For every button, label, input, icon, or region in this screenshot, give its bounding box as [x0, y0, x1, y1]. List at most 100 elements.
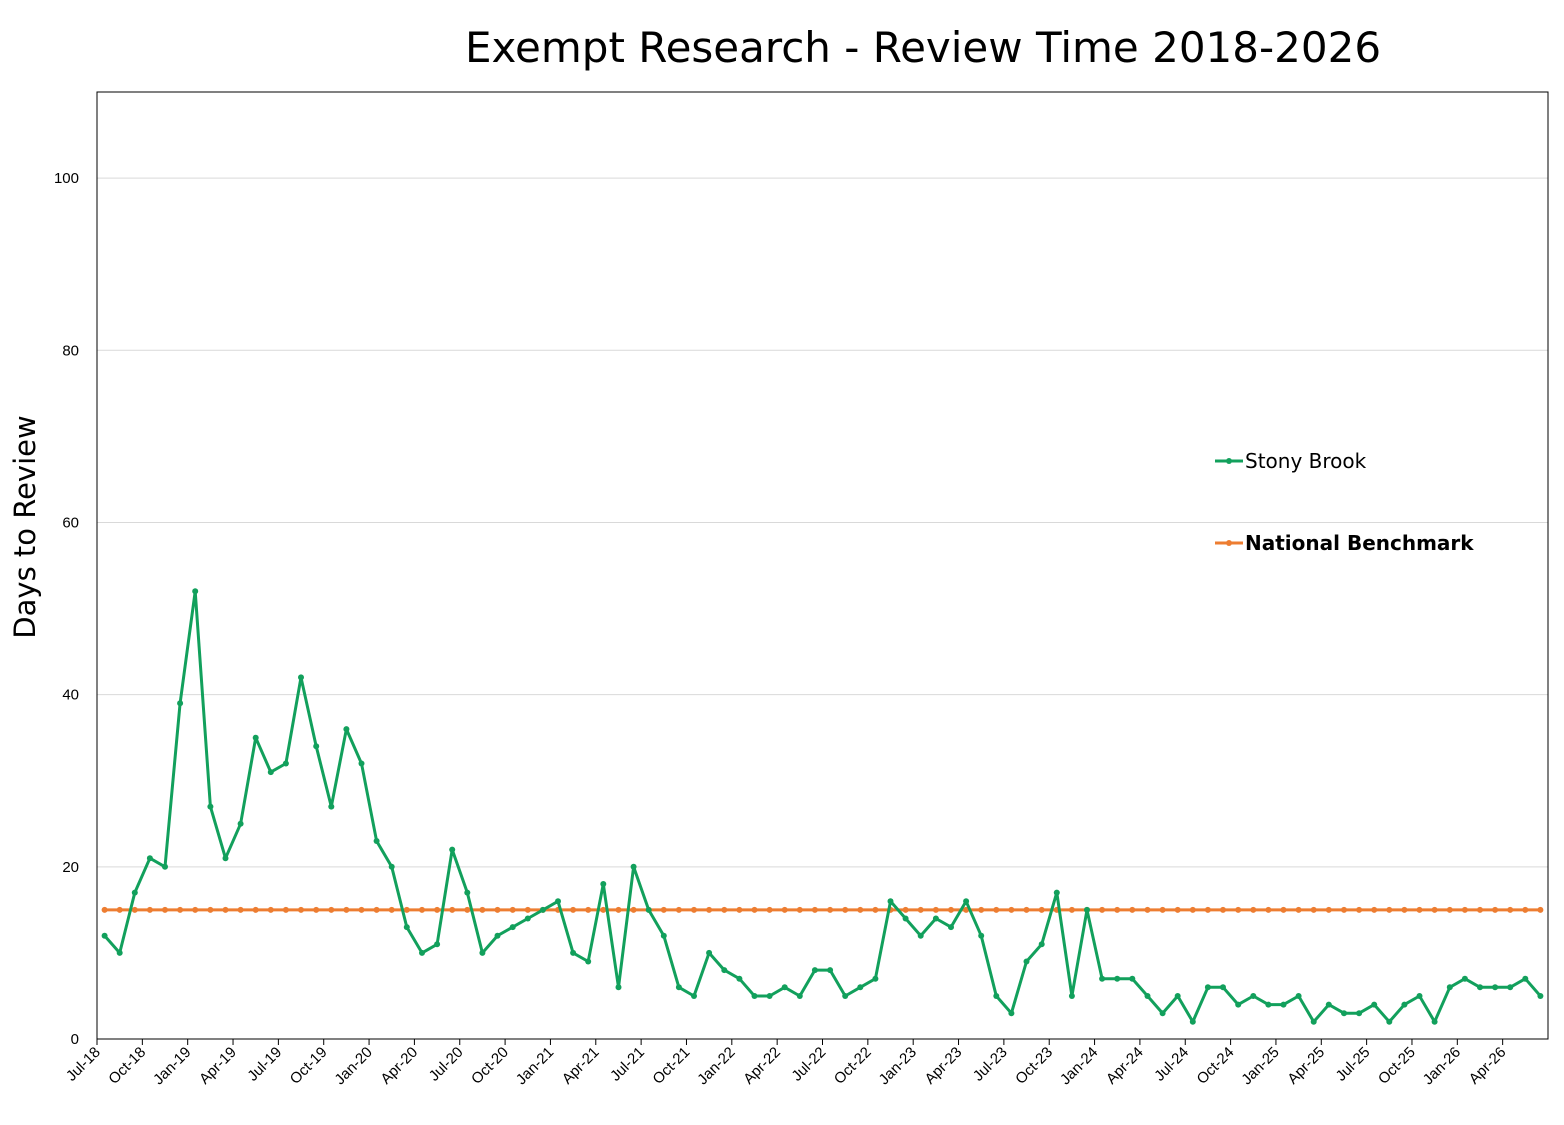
data-point-stony-brook	[207, 803, 214, 810]
data-point-national-benchmark	[479, 906, 486, 913]
data-point-national-benchmark	[403, 906, 410, 913]
data-point-national-benchmark	[328, 906, 335, 913]
data-point-stony-brook	[419, 949, 425, 956]
data-point-stony-brook	[162, 863, 168, 870]
data-point-national-benchmark	[177, 906, 184, 913]
data-point-national-benchmark	[978, 906, 985, 913]
data-point-stony-brook	[343, 726, 350, 733]
data-point-national-benchmark	[902, 906, 909, 913]
data-point-stony-brook	[1537, 993, 1544, 999]
y-axis-ticks: 0 20 40 60 80 100	[54, 170, 79, 1048]
data-point-national-benchmark	[434, 906, 441, 913]
legend: Stony Brook National Benchmark	[1215, 449, 1474, 555]
data-point-stony-brook	[1220, 984, 1226, 991]
x-tick-label: Jul-23	[970, 1044, 1011, 1085]
plot-area-border	[96, 91, 1549, 1040]
data-point-stony-brook	[872, 975, 879, 982]
data-point-stony-brook	[1053, 889, 1060, 896]
data-point-stony-brook	[116, 949, 123, 956]
data-point-stony-brook	[464, 889, 471, 896]
data-point-national-benchmark	[1114, 906, 1121, 913]
legend-label-national-benchmark: National Benchmark	[1245, 531, 1474, 555]
series	[101, 588, 1544, 1025]
x-tick-label: Jul-25	[1333, 1044, 1374, 1085]
x-tick-label: Jul-22	[788, 1044, 829, 1085]
data-point-stony-brook	[1144, 993, 1151, 999]
data-point-stony-brook	[131, 889, 138, 896]
data-point-stony-brook	[1492, 984, 1499, 991]
data-point-stony-brook	[177, 700, 184, 707]
data-point-stony-brook	[1356, 1010, 1363, 1017]
data-point-national-benchmark	[872, 906, 879, 913]
data-point-stony-brook	[1114, 975, 1121, 982]
x-tick-label: Jul-19	[244, 1044, 285, 1085]
series-line-stony-brook	[103, 589, 1542, 1024]
y-tick-label: 60	[62, 514, 79, 531]
data-point-stony-brook	[494, 932, 501, 939]
data-point-national-benchmark	[932, 906, 939, 913]
data-point-national-benchmark	[1008, 906, 1015, 913]
data-point-stony-brook	[796, 993, 803, 999]
data-point-stony-brook	[524, 915, 531, 922]
data-point-national-benchmark	[585, 906, 592, 913]
x-tick-label: Apr-25	[1284, 1044, 1328, 1088]
data-point-national-benchmark	[146, 906, 153, 913]
x-tick-label: Oct-24	[1194, 1044, 1238, 1088]
data-point-national-benchmark	[1099, 906, 1106, 913]
data-point-stony-brook	[1310, 1018, 1317, 1025]
data-point-stony-brook	[736, 975, 743, 982]
data-point-national-benchmark	[1280, 906, 1287, 913]
x-tick-label: Oct-19	[287, 1044, 331, 1088]
data-point-national-benchmark	[781, 906, 788, 913]
x-tick-label: Jul-21	[607, 1044, 648, 1085]
x-tick-label: Jan-24	[1057, 1044, 1101, 1088]
data-point-national-benchmark	[691, 906, 697, 913]
data-point-national-benchmark	[101, 906, 108, 913]
data-point-stony-brook	[237, 820, 244, 827]
data-point-national-benchmark	[842, 906, 849, 913]
data-point-stony-brook	[403, 924, 410, 931]
data-point-national-benchmark	[706, 906, 713, 913]
x-tick-label: Apr-24	[1103, 1044, 1147, 1088]
x-tick-label: Oct-18	[105, 1044, 149, 1088]
data-point-stony-brook	[1341, 1010, 1347, 1017]
data-point-national-benchmark	[252, 906, 259, 913]
data-point-stony-brook	[509, 924, 516, 931]
data-point-stony-brook	[585, 958, 592, 965]
data-point-national-benchmark	[131, 906, 138, 913]
data-point-stony-brook	[1129, 975, 1136, 982]
data-point-national-benchmark	[630, 906, 637, 913]
data-point-national-benchmark	[1341, 906, 1347, 913]
y-tick-label: 100	[54, 170, 79, 187]
data-point-stony-brook	[721, 967, 728, 974]
y-axis-label: Days to Review	[8, 415, 42, 638]
data-point-stony-brook	[978, 932, 985, 939]
data-point-national-benchmark	[192, 906, 199, 913]
data-point-stony-brook	[630, 863, 637, 870]
data-point-stony-brook	[887, 898, 894, 905]
data-point-national-benchmark	[464, 906, 471, 913]
x-tick-label: Jan-26	[1420, 1044, 1464, 1088]
data-point-national-benchmark	[524, 906, 531, 913]
data-point-stony-brook	[932, 915, 939, 922]
data-point-stony-brook	[1159, 1010, 1166, 1017]
data-point-national-benchmark	[1174, 906, 1181, 913]
data-point-stony-brook	[660, 932, 667, 939]
data-point-stony-brook	[192, 588, 199, 595]
data-point-stony-brook	[827, 967, 834, 974]
data-point-national-benchmark	[1023, 906, 1030, 913]
data-point-national-benchmark	[509, 906, 516, 913]
data-point-national-benchmark	[751, 906, 758, 913]
data-point-national-benchmark	[313, 906, 320, 913]
data-point-national-benchmark	[116, 906, 123, 913]
data-point-stony-brook	[1204, 984, 1211, 991]
x-tick-label: Jan-22	[694, 1044, 738, 1088]
data-point-national-benchmark	[1492, 906, 1499, 913]
y-tick-label: 0	[71, 1031, 79, 1048]
data-point-stony-brook	[1023, 958, 1030, 965]
data-point-stony-brook	[313, 743, 320, 750]
x-tick-label: Oct-21	[649, 1044, 693, 1088]
x-tick-label: Apr-22	[740, 1044, 784, 1088]
data-point-national-benchmark	[1431, 906, 1438, 913]
